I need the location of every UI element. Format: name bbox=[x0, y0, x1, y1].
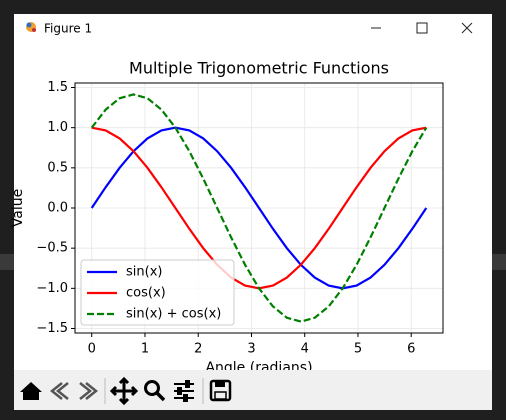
window: Figure 1 Multiple Trigonometric Function… bbox=[10, 14, 492, 410]
window-title: Figure 1 bbox=[44, 22, 92, 36]
save-button[interactable] bbox=[209, 379, 232, 402]
x-tick-label: 3 bbox=[247, 342, 255, 357]
legend-label: cos(x) bbox=[126, 286, 166, 301]
y-tick-label: 1.0 bbox=[47, 120, 68, 135]
series-line bbox=[90, 93, 428, 323]
back-button[interactable] bbox=[49, 382, 69, 400]
close-button[interactable] bbox=[461, 22, 473, 34]
x-tick-label: 0 bbox=[88, 342, 96, 357]
series-line bbox=[90, 126, 428, 290]
y-tick-label: 0.5 bbox=[47, 160, 68, 175]
x-tick-label: 5 bbox=[354, 342, 362, 357]
y-tick-label: −0.5 bbox=[36, 241, 68, 256]
desktop-band bbox=[492, 254, 506, 270]
axes-frame bbox=[74, 82, 444, 334]
y-tick-label: 1.5 bbox=[47, 80, 68, 95]
pan-button[interactable] bbox=[109, 376, 139, 406]
y-tick-label: −1.0 bbox=[36, 281, 68, 296]
legend-box bbox=[80, 259, 235, 326]
legend-label: sin(x) + cos(x) bbox=[126, 307, 221, 322]
figure: Multiple Trigonometric Functions Angle (… bbox=[10, 59, 444, 376]
home-button[interactable] bbox=[20, 382, 42, 400]
x-tick-label: 2 bbox=[194, 342, 202, 357]
title-bar: Figure 1 bbox=[26, 22, 473, 36]
chart-title: Multiple Trigonometric Functions bbox=[129, 59, 389, 78]
forward-button[interactable] bbox=[79, 382, 99, 400]
y-axis-label: Value bbox=[10, 189, 26, 227]
y-tick-label: −1.5 bbox=[36, 321, 68, 336]
x-tick-label: 1 bbox=[141, 342, 149, 357]
zoom-button[interactable] bbox=[144, 380, 166, 402]
configure-button[interactable] bbox=[174, 380, 194, 402]
toolbar-bg bbox=[14, 370, 492, 410]
y-tick-label: 0.0 bbox=[47, 201, 68, 216]
x-tick-label: 4 bbox=[301, 342, 309, 357]
app-icon bbox=[26, 22, 36, 32]
maximize-button[interactable] bbox=[416, 22, 428, 34]
legend-label: sin(x) bbox=[126, 265, 162, 280]
desktop-band bbox=[0, 254, 14, 270]
toolbar bbox=[14, 370, 492, 410]
x-tick-label: 6 bbox=[407, 342, 415, 357]
